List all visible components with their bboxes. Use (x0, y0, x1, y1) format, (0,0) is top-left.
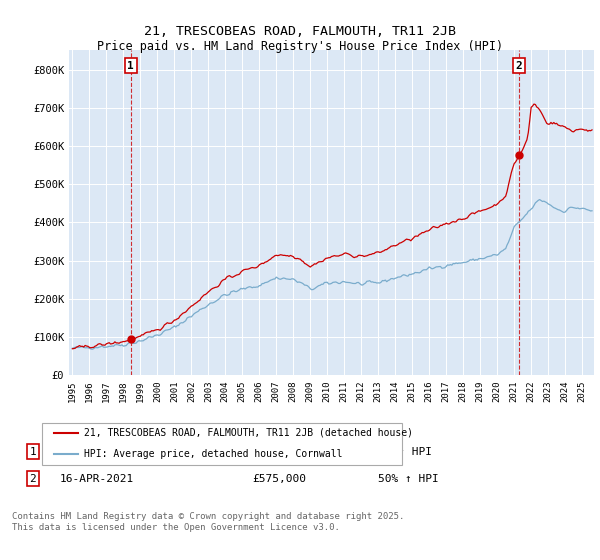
Text: 50% ↑ HPI: 50% ↑ HPI (378, 474, 439, 484)
Text: HPI: Average price, detached house, Cornwall: HPI: Average price, detached house, Corn… (84, 449, 343, 459)
Text: 2: 2 (29, 474, 37, 484)
Text: Contains HM Land Registry data © Crown copyright and database right 2025.
This d: Contains HM Land Registry data © Crown c… (12, 512, 404, 532)
Text: £94,000: £94,000 (252, 447, 299, 457)
Text: 5% ↑ HPI: 5% ↑ HPI (378, 447, 432, 457)
Text: Price paid vs. HM Land Registry's House Price Index (HPI): Price paid vs. HM Land Registry's House … (97, 40, 503, 53)
Text: 16-APR-2021: 16-APR-2021 (60, 474, 134, 484)
Text: 21, TRESCOBEAS ROAD, FALMOUTH, TR11 2JB (detached house): 21, TRESCOBEAS ROAD, FALMOUTH, TR11 2JB … (84, 428, 413, 438)
Text: 1: 1 (127, 60, 134, 71)
Text: 2: 2 (515, 60, 523, 71)
Text: 21, TRESCOBEAS ROAD, FALMOUTH, TR11 2JB: 21, TRESCOBEAS ROAD, FALMOUTH, TR11 2JB (144, 25, 456, 38)
Text: 1: 1 (29, 447, 37, 457)
Text: £575,000: £575,000 (252, 474, 306, 484)
Text: 08-JUN-1998: 08-JUN-1998 (60, 447, 134, 457)
